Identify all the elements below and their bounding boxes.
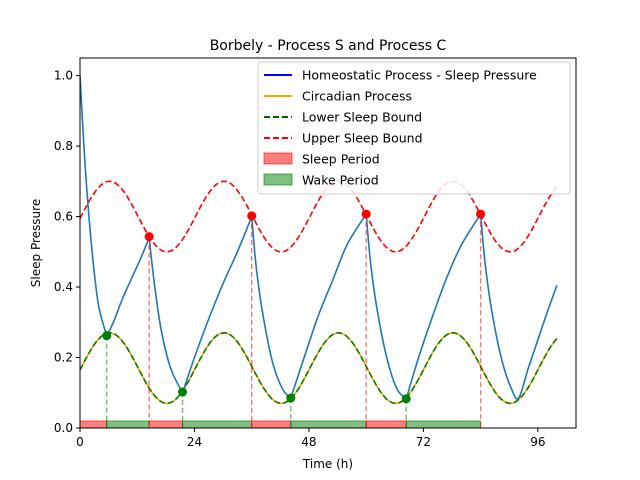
x-tick-label: 72: [416, 435, 431, 449]
x-axis-label: Time (h): [302, 457, 353, 471]
plot-area: [80, 75, 558, 405]
homeostatic-process-line: [290, 213, 367, 399]
legend-swatch: [263, 173, 293, 186]
x-tick-label: 48: [301, 435, 316, 449]
legend-label: Circadian Process: [302, 89, 412, 104]
sleep-onset-marker: [361, 209, 371, 219]
wake-period-bar: [405, 420, 482, 429]
homeostatic-process-line: [479, 214, 558, 400]
homeostatic-process-line: [80, 75, 108, 336]
circadian-process-line: [80, 332, 558, 405]
x-tick-label: 96: [530, 435, 545, 449]
y-axis-label: Sleep Pressure: [29, 199, 43, 287]
wake-onset-marker: [178, 387, 188, 397]
homeostatic-process-line: [405, 213, 482, 399]
wake-period-bar: [290, 420, 367, 429]
homeostatic-process-line: [181, 216, 253, 394]
wake-period-bar: [106, 420, 150, 429]
upper-sleep-bound-line: [80, 180, 558, 253]
x-tick-label: 24: [187, 435, 202, 449]
homeostatic-process-line: [105, 237, 150, 337]
legend-swatch: [263, 152, 293, 165]
legend-label: Wake Period: [302, 173, 379, 188]
homeostatic-process-line: [148, 237, 184, 394]
y-tick-label: 1.0: [54, 69, 73, 83]
sleep-onset-marker: [144, 232, 154, 242]
x-tick-label: 0: [76, 435, 84, 449]
sleep-period-bar: [79, 420, 108, 429]
y-tick-label: 0.4: [54, 280, 73, 294]
lower-sleep-bound-line: [80, 332, 558, 405]
legend-box: [257, 61, 571, 195]
y-tick-label: 0.0: [54, 421, 73, 435]
wake-onset-marker: [102, 331, 112, 341]
sleep-period-bar: [365, 420, 407, 429]
legend-label: Sleep Period: [302, 152, 380, 167]
legend-label: Homeostatic Process - Sleep Pressure: [302, 68, 537, 83]
wake-onset-marker: [286, 393, 296, 403]
sleep-onset-marker: [247, 211, 257, 221]
sleep-period-bar: [148, 420, 184, 429]
y-axis-ticks: 0.0 0.2 0.4 0.6 0.8 1.0: [54, 69, 80, 435]
sleep-period-bar: [251, 420, 292, 429]
x-axis-ticks: 0 24 48 72 96: [76, 428, 545, 449]
legend-label: Lower Sleep Bound: [302, 110, 422, 125]
y-tick-label: 0.2: [54, 351, 73, 365]
legend: Homeostatic Process - Sleep Pressure Circ…: [257, 61, 571, 195]
y-tick-label: 0.8: [54, 139, 73, 153]
event-markers: [102, 209, 486, 428]
homeostatic-process-line: [365, 214, 407, 400]
homeostatic-process-line: [250, 216, 292, 399]
period-bands: [79, 420, 482, 429]
wake-period-bar: [182, 420, 253, 429]
y-tick-label: 0.6: [54, 210, 73, 224]
plot-frame: [79, 57, 577, 429]
chart-title: Borbely - Process S and Process C: [210, 38, 447, 54]
sleep-onset-marker: [476, 209, 486, 219]
wake-onset-marker: [401, 394, 411, 404]
legend-label: Upper Sleep Bound: [302, 131, 423, 146]
